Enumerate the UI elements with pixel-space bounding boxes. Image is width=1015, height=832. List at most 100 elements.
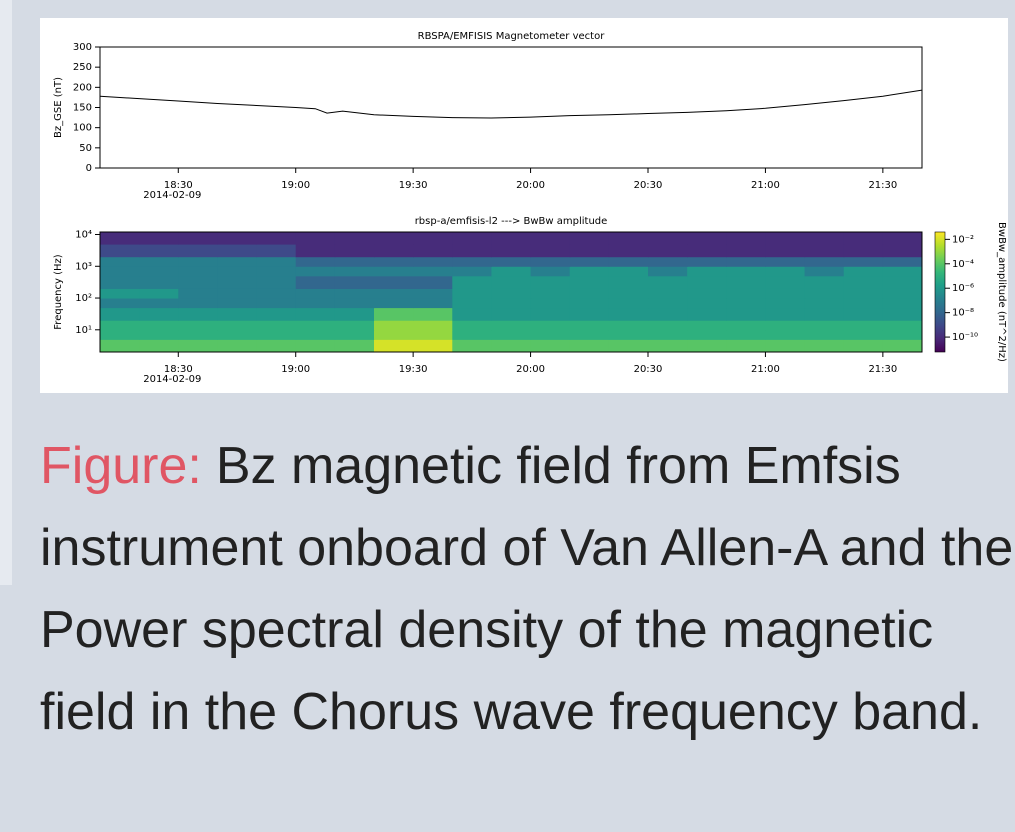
heat-cell (217, 298, 258, 309)
heat-cell (374, 256, 414, 267)
heat-cell (139, 339, 179, 352)
heat-cell (608, 244, 649, 258)
x-tick-label: 19:00 (281, 364, 310, 375)
heat-cell (374, 275, 414, 289)
heat-cell (608, 275, 649, 289)
heat-cell (726, 288, 766, 299)
heat-cell (256, 232, 297, 245)
figure: RBSPA/EMFISIS Magnetometer vector18:3020… (40, 18, 1008, 393)
heat-cell (726, 256, 766, 267)
y-tick-label: 100 (73, 123, 92, 134)
heat-cell (569, 244, 610, 258)
heat-cell (804, 307, 845, 321)
heat-cell (491, 298, 532, 309)
x-tick-label: 18:30 (164, 180, 193, 191)
y-tick-label: 50 (79, 143, 92, 154)
heat-cell (530, 256, 571, 267)
heat-cell (217, 307, 258, 321)
colorbar-tick-label: 10⁻⁶ (952, 283, 974, 294)
heat-cell (334, 320, 375, 331)
heat-cell (648, 288, 688, 299)
heat-cell (765, 320, 806, 331)
heat-cell (413, 256, 453, 267)
heat-cell (256, 307, 297, 321)
caption-text: Bz magnetic field from Emfsis instrument… (40, 437, 1014, 741)
heat-cell (687, 298, 727, 309)
heat-cell (295, 256, 336, 267)
heat-cell (217, 339, 258, 352)
heat-cell (256, 266, 297, 277)
spectrogram (100, 232, 922, 352)
heat-cell (100, 232, 140, 245)
colorbar-tick-label: 10⁻⁴ (952, 259, 974, 270)
heat-cell (726, 244, 766, 258)
heat-cell (843, 256, 884, 267)
heat-cell (139, 329, 179, 340)
heat-cell (374, 329, 414, 340)
x-tick-label: 21:30 (868, 180, 897, 191)
y-tick-label: 150 (73, 103, 92, 114)
heat-cell (648, 244, 688, 258)
heat-cell (295, 298, 336, 309)
heat-cell (687, 288, 727, 299)
colorbar-label: BwBw_amplitude (nT^2/Hz) (996, 222, 1007, 362)
heat-cell (608, 320, 649, 331)
x-tick-label: 21:00 (751, 364, 780, 375)
heat-cell (843, 266, 884, 277)
heat-cell (295, 339, 336, 352)
heat-cell (882, 298, 922, 309)
heat-cell (139, 320, 179, 331)
y-tick-label: 250 (73, 62, 92, 73)
heat-cell (452, 307, 492, 321)
colorbar (934, 231, 946, 353)
heat-cell (491, 320, 532, 331)
heat-cell (882, 329, 922, 340)
heat-cell (295, 288, 336, 299)
heat-cell (726, 232, 766, 245)
heat-cell (452, 266, 492, 277)
heat-cell (334, 275, 375, 289)
heat-cell (804, 298, 845, 309)
heat-cell (648, 339, 688, 352)
heat-cell (882, 244, 922, 258)
colorbar-tick-label: 10⁻¹⁰ (952, 332, 978, 343)
heat-cell (804, 288, 845, 299)
x-tick-label: 21:30 (868, 364, 897, 375)
caption: Figure: Bz magnetic field from Emfsis ins… (40, 425, 1015, 753)
heat-cell (178, 266, 218, 277)
heat-cell (452, 339, 492, 352)
heat-cell (491, 339, 532, 352)
heat-cell (726, 298, 766, 309)
y-tick-label: 10³ (75, 261, 92, 272)
heat-cell (882, 256, 922, 267)
heat-cell (178, 256, 218, 267)
heat-cell (765, 256, 806, 267)
heat-cell (374, 288, 414, 299)
heat-cell (217, 288, 258, 299)
heat-cell (413, 266, 453, 277)
heat-cell (804, 329, 845, 340)
heat-cell (765, 266, 806, 277)
heat-cell (726, 329, 766, 340)
heat-cell (843, 329, 884, 340)
heat-cell (100, 288, 140, 299)
heat-cell (648, 232, 688, 245)
heat-cell (491, 307, 532, 321)
heat-cell (452, 329, 492, 340)
heat-cell (295, 320, 336, 331)
heat-cell (882, 288, 922, 299)
heat-cell (452, 232, 492, 245)
heat-cell (295, 232, 336, 245)
heat-cell (569, 329, 610, 340)
heat-cell (452, 320, 492, 331)
heat-cell (530, 298, 571, 309)
heat-cell (491, 232, 532, 245)
heat-cell (491, 329, 532, 340)
heat-cell (178, 232, 218, 245)
heat-cell (648, 298, 688, 309)
x-tick-label: 18:30 (164, 364, 193, 375)
x-date-label: 2014-02-09 (143, 190, 201, 201)
heat-cell (139, 256, 179, 267)
heat-cell (334, 339, 375, 352)
heat-cell (491, 244, 532, 258)
